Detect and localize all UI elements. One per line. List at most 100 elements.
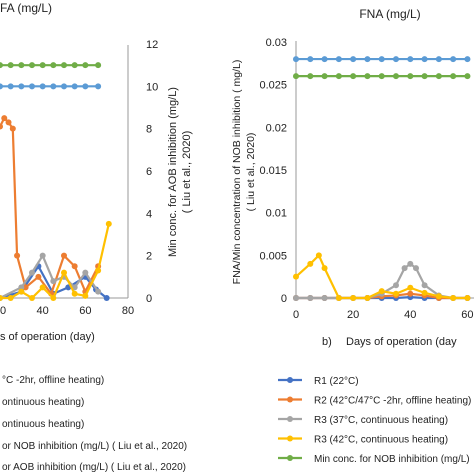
right-x-tick-labels: 0 20 40 60	[293, 309, 474, 321]
right-series-2-point-2	[321, 295, 328, 301]
right-series-5-point-11	[450, 56, 457, 63]
left-series-5-point-9	[95, 83, 102, 90]
left-series-1-point-6	[35, 273, 42, 280]
right-series-5-point-8	[407, 56, 414, 63]
right-series-4-point-6	[378, 73, 385, 80]
right-series-3-point-13	[464, 295, 471, 301]
right-series-5-point-7	[393, 56, 399, 63]
left-series-1-point-4	[14, 252, 21, 259]
left-series-4-point-6	[61, 62, 67, 69]
left-series-4-point-1	[7, 62, 14, 69]
left-series-4-point-8	[82, 62, 89, 69]
left-legend-entry-5: or AOB inhibition (mg/L) ( Liu et al., 2…	[2, 462, 186, 473]
left-series-line-1	[0, 116, 100, 297]
left-series-4-point-2	[18, 62, 25, 69]
left-series-2-point-4	[50, 278, 57, 285]
left-series-3-point-5	[50, 295, 57, 301]
right-y-tick-0.02: 0.02	[266, 122, 287, 134]
right-series-4-point-4	[350, 73, 357, 80]
left-x-tick-80: 80	[122, 305, 134, 317]
left-series-3-point-8	[82, 292, 89, 299]
right-legend-swatch-marker-1	[287, 396, 293, 403]
left-x-tick-labels: 20 40 60 80	[0, 305, 134, 317]
right-legend-swatch-marker-4	[287, 455, 293, 461]
right-series-1-point-8	[407, 290, 414, 297]
right-series-3-point-7	[378, 288, 385, 295]
right-series-3-point-10	[421, 289, 428, 296]
right-series-4-point-12	[464, 73, 471, 80]
left-y2-label-line2: ( Liu et al., 2020)	[181, 131, 193, 214]
right-y-tick-0.025: 0.025	[259, 80, 287, 92]
right-series-4-point-8	[407, 73, 414, 80]
left-series-3-point-4	[39, 284, 46, 291]
right-series-4-point-9	[421, 73, 428, 80]
left-x-tick-40: 40	[37, 305, 49, 317]
left-series-2-point-7	[82, 269, 89, 276]
right-plot-area	[293, 56, 471, 301]
left-series-5-point-5	[50, 83, 57, 90]
left-y2-tick-labels: 0 2 4 6 8 10 12	[146, 39, 158, 305]
right-x-tick-60: 60	[461, 309, 473, 321]
left-series-1-point-5	[22, 284, 29, 291]
right-series-5-point-4	[350, 56, 357, 63]
left-series-3-point-2	[18, 288, 25, 295]
right-legend-label-2: R3 (37°C, continuous heating)	[314, 415, 448, 426]
right-series-2-point-10	[413, 265, 419, 272]
right-series-3-point-2	[315, 252, 322, 259]
left-series-3-point-7	[71, 290, 78, 297]
right-series-5-point-2	[321, 56, 328, 63]
right-y-tick-0.005: 0.005	[259, 250, 287, 262]
left-legend: °C -2hr, offline heating) ontinuous heat…	[2, 375, 187, 473]
right-series-3-point-3	[321, 265, 328, 272]
right-series-3-point-6	[364, 295, 371, 301]
left-series-3-point-0	[0, 295, 3, 301]
right-legend-swatch-marker-3	[287, 435, 293, 442]
right-series-3-point-11	[435, 293, 442, 300]
right-series-4-point-3	[335, 73, 342, 80]
left-legend-entry-4: or NOB inhibition (mg/L) ( Liu et al., 2…	[2, 441, 187, 452]
left-y2-axis-label: Min conc. for AOB inhibition (mg/L) ( Li…	[167, 87, 193, 257]
right-panel-letter: b)	[322, 336, 332, 348]
right-y-tick-0.01: 0.01	[266, 208, 287, 220]
right-series-5-point-0	[293, 56, 299, 63]
right-series-2-point-8	[401, 265, 408, 272]
left-y2-tick-10: 10	[146, 81, 158, 93]
right-series-2-point-11	[421, 282, 428, 289]
left-series-5-point-4	[39, 83, 46, 90]
right-series-4-point-11	[450, 73, 457, 80]
left-series-4-point-9	[95, 62, 102, 69]
right-series-3-point-8	[393, 290, 399, 297]
right-series-2-point-0	[293, 295, 299, 301]
right-x-tick-0: 0	[293, 309, 299, 321]
left-series-4-point-0	[0, 62, 3, 69]
right-series-5-point-10	[435, 56, 442, 63]
right-series-3-point-4	[335, 295, 342, 301]
left-y2-tick-12: 12	[146, 39, 158, 51]
right-series-3-point-12	[450, 295, 457, 301]
right-series-4-point-1	[307, 73, 314, 80]
left-series-4-point-5	[50, 62, 57, 69]
left-legend-entry-3: ontinuous heating)	[2, 419, 84, 430]
left-x-tick-20: 20	[0, 305, 6, 317]
left-series-1-point-0	[0, 123, 3, 130]
right-x-axis-label: Days of operation (day	[346, 336, 457, 348]
left-y2-tick-2: 2	[146, 251, 152, 263]
left-series-3-point-10	[105, 220, 112, 227]
left-y2-label-line1: Min conc. for AOB inhibition (mg/L)	[167, 87, 179, 257]
left-series-2-point-3	[39, 252, 46, 259]
right-series-5-point-1	[307, 56, 314, 63]
right-y-axis-label: FNA/Min concentration of NOB inhibition …	[231, 60, 257, 285]
right-series-3-point-0	[293, 273, 299, 280]
right-series-5-point-3	[335, 56, 342, 63]
left-series-5-point-1	[7, 83, 14, 90]
left-series-2-point-8	[95, 288, 102, 295]
right-series-2-point-1	[307, 295, 314, 301]
left-series-0-point-7	[103, 295, 110, 301]
right-legend-label-3: R3 (42°C, continuous heating)	[314, 435, 448, 446]
left-series-2-point-2	[29, 269, 35, 276]
left-series-1-point-9	[71, 263, 78, 270]
right-y-label-line2: ( Liu et al., 2020)	[245, 133, 257, 212]
left-series-5-point-6	[61, 83, 67, 90]
right-y-label-line1: FNA/Min concentration of NOB inhibition …	[231, 60, 243, 285]
